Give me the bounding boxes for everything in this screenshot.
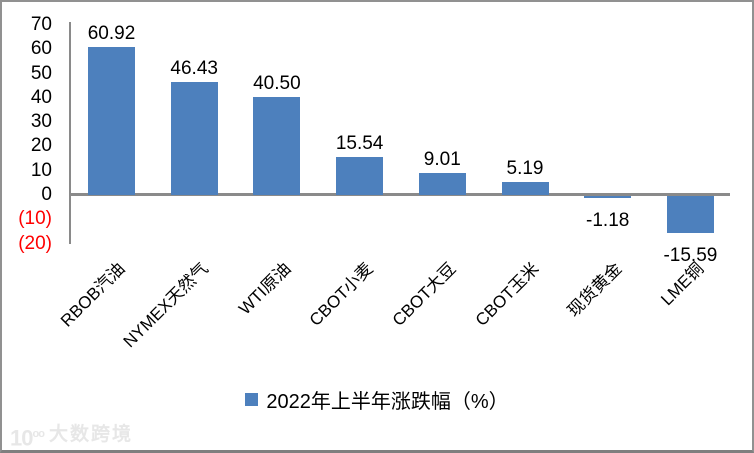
x-category-label: CBOT玉米	[471, 259, 543, 330]
x-category-label: WTI原油	[234, 259, 295, 319]
bar	[253, 97, 301, 195]
y-tick-label: (10)	[18, 208, 52, 230]
y-tick-label: 60	[30, 38, 52, 60]
y-tick-label: 40	[30, 86, 52, 108]
bar-value-label: -15.59	[663, 245, 718, 266]
watermark-logo: 10oo	[10, 425, 45, 451]
watermark-text: 大数跨境	[48, 424, 133, 445]
x-axis-zero-line	[69, 193, 730, 196]
bar	[584, 196, 632, 198]
bar-value-label: -1.18	[586, 210, 630, 231]
legend-label: 2022年上半年涨跌幅（%）	[266, 390, 509, 413]
bar	[501, 182, 549, 195]
y-tick-label: 50	[30, 62, 52, 84]
bar	[418, 173, 466, 195]
bar-value-label: 46.43	[170, 58, 218, 79]
bar-value-label: 5.19	[506, 158, 544, 179]
y-tick-label: (20)	[18, 232, 52, 254]
y-tick-label: 0	[41, 184, 52, 205]
bar	[170, 82, 218, 195]
bar-value-label: 15.54	[335, 133, 384, 154]
bar	[88, 47, 135, 195]
bar-value-label: 40.50	[253, 73, 301, 94]
y-tick-label: 10	[30, 159, 52, 181]
bar-value-label: 9.01	[423, 149, 461, 170]
x-category-label: RBOB汽油	[57, 259, 129, 331]
x-category-label: NYMEX天然气	[119, 259, 212, 352]
watermark: 10oo 大数跨境	[10, 422, 133, 451]
y-axis-line	[69, 22, 71, 244]
x-category-label: 现货黄金	[563, 259, 626, 321]
legend: 2022年上半年涨跌幅（%）	[2, 386, 752, 413]
legend-marker-icon	[245, 392, 259, 406]
x-category-label: CBOT大豆	[388, 259, 460, 330]
y-tick-label: 70	[30, 14, 52, 35]
x-category-label: CBOT小麦	[306, 259, 378, 330]
bar	[336, 157, 384, 195]
bar	[666, 196, 714, 233]
y-tick-label: 20	[30, 135, 52, 157]
y-tick-label: 30	[30, 111, 52, 133]
bar-value-label: 60.92	[87, 23, 136, 44]
